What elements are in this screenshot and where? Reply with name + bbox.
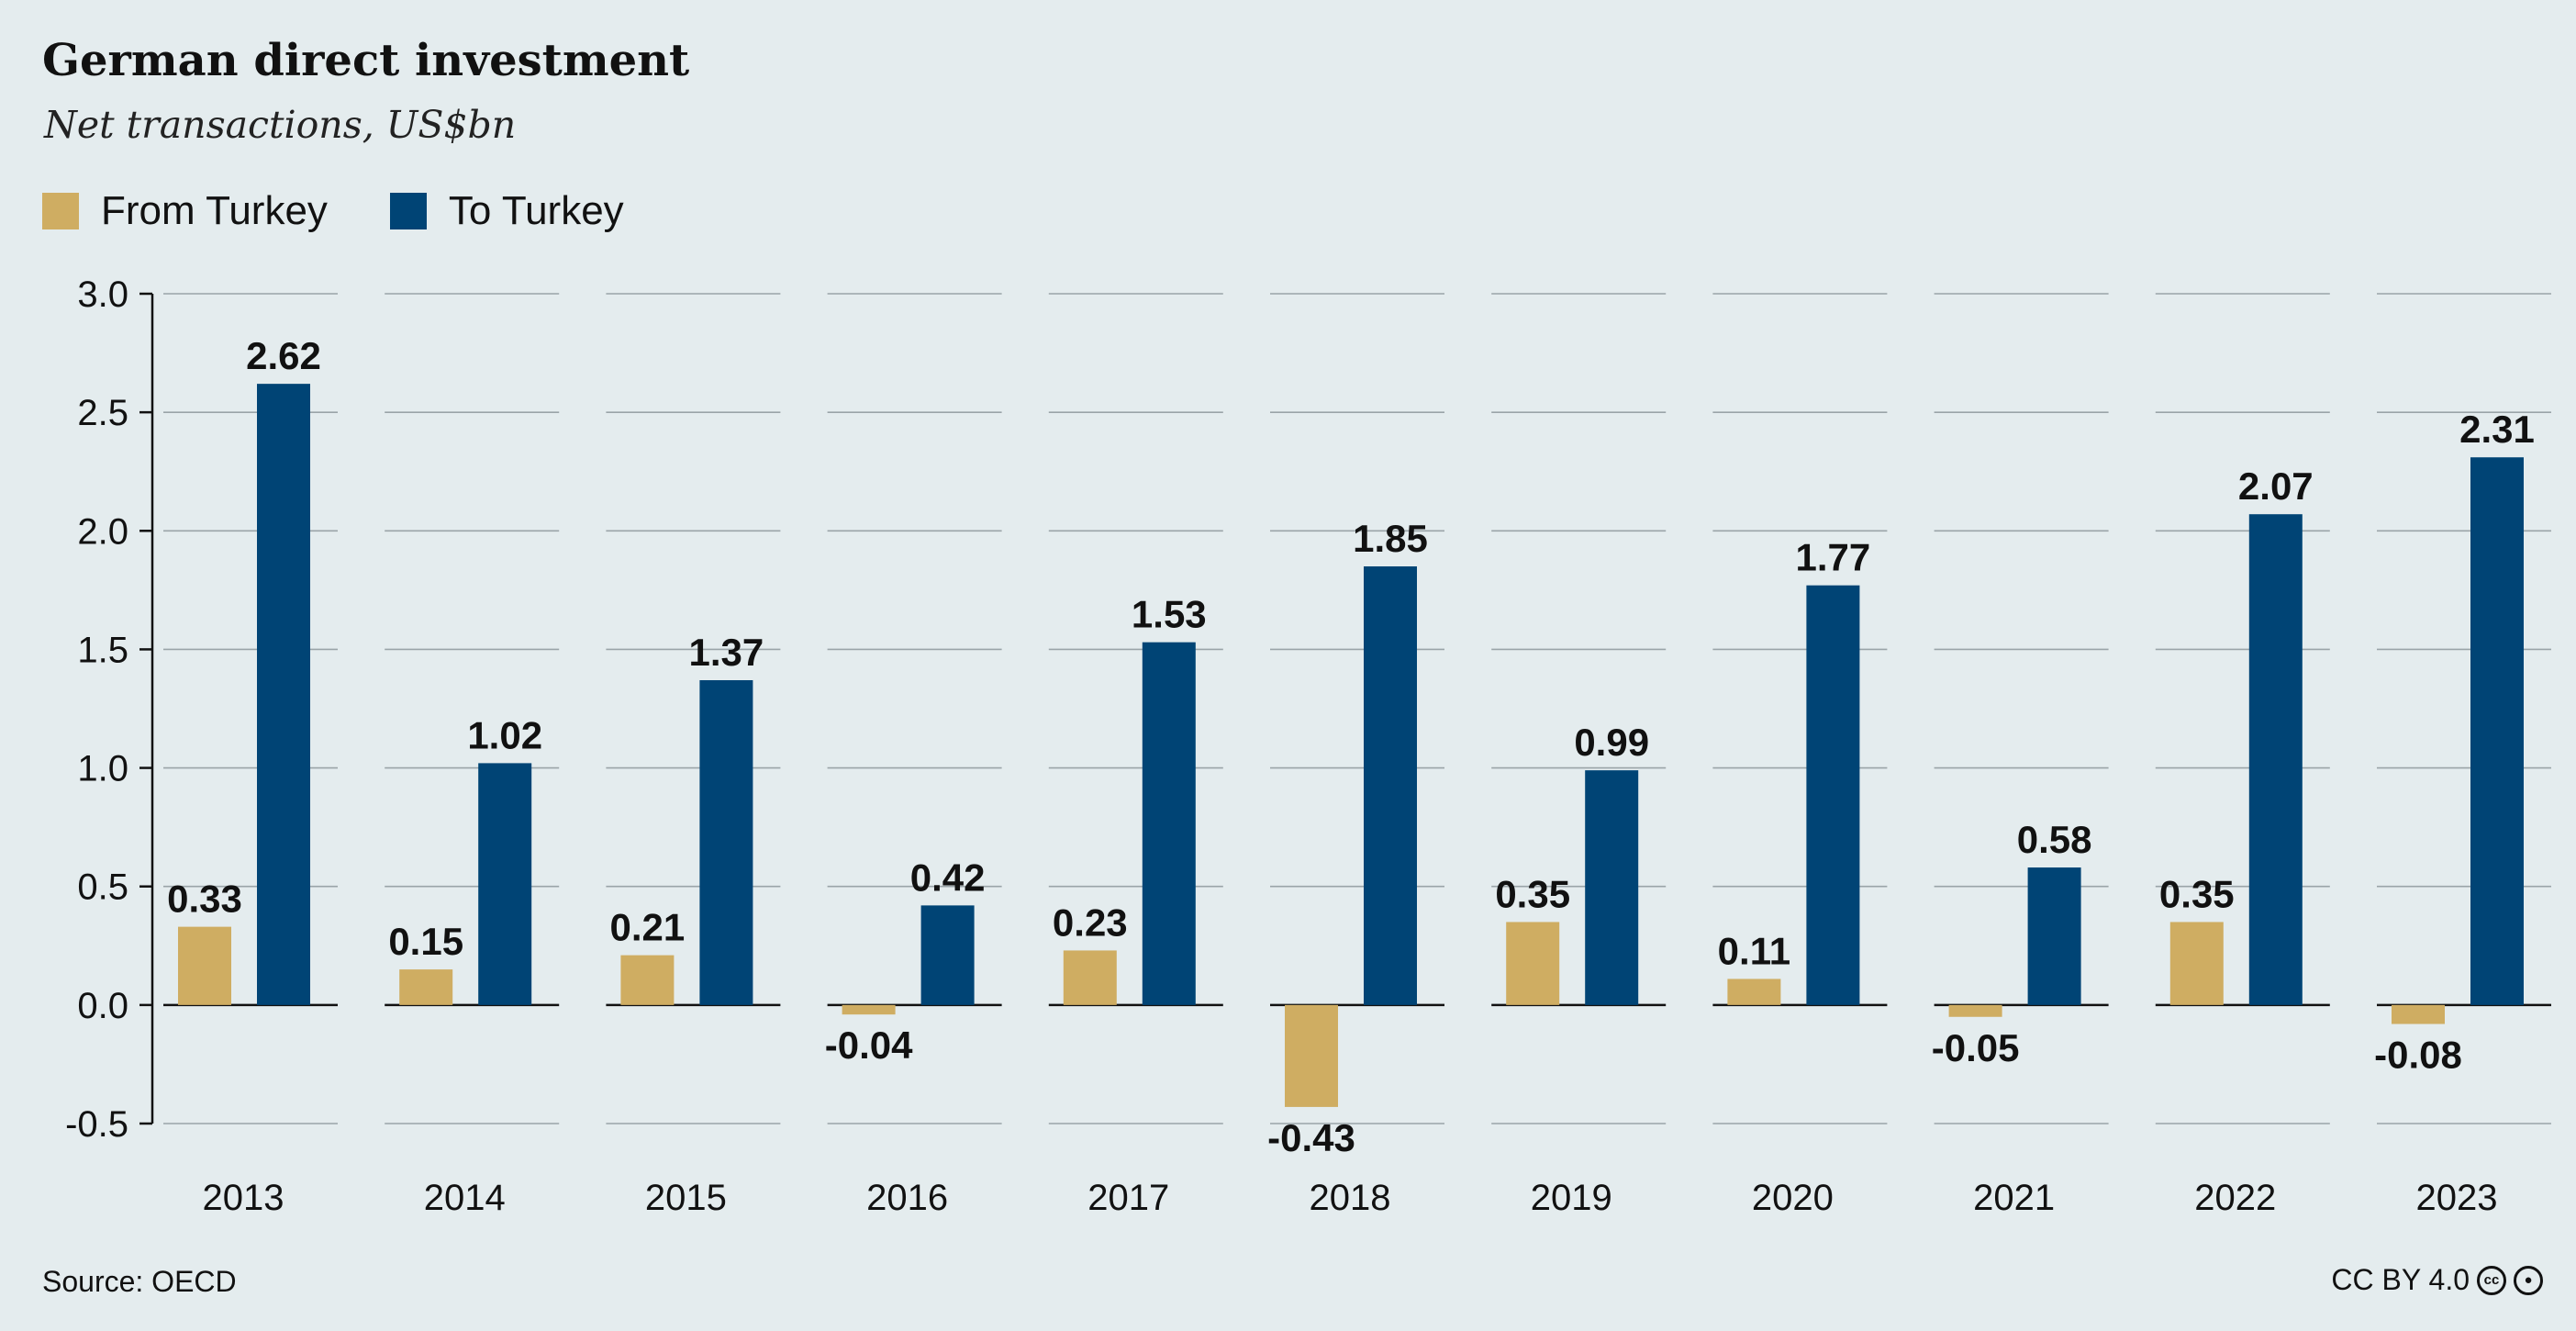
data-label-to-turkey: 1.85	[1353, 517, 1428, 560]
data-label-to-turkey: 0.99	[1574, 721, 1649, 764]
data-label-from-turkey: 0.33	[167, 878, 242, 921]
y-tick-label: 1.0	[77, 749, 128, 789]
bar-from-turkey	[1285, 1004, 1338, 1107]
x-tick-label: 2019	[1531, 1178, 1612, 1218]
bar-to-turkey	[1806, 585, 1860, 1005]
x-tick-label: 2013	[203, 1178, 284, 1218]
bar-from-turkey	[399, 969, 453, 1005]
bar-from-turkey	[842, 1004, 896, 1015]
bar-to-turkey	[1364, 566, 1417, 1005]
y-tick-label: 0.5	[77, 867, 128, 908]
source-note: Source: OECD	[42, 1265, 237, 1298]
bar-from-turkey	[2392, 1004, 2445, 1024]
data-label-to-turkey: 0.42	[910, 856, 986, 899]
by-icon: ●	[2514, 1265, 2543, 1295]
data-label-from-turkey: 0.35	[2159, 872, 2235, 915]
legend-swatch-to-turkey	[389, 193, 427, 229]
bar-to-turkey	[257, 384, 310, 1005]
bar-from-turkey	[1727, 979, 1781, 1005]
x-tick-label: 2017	[1087, 1178, 1169, 1218]
data-label-from-turkey: 0.21	[610, 906, 686, 949]
y-tick-label: 3.0	[77, 274, 128, 315]
x-tick-label: 2023	[2416, 1178, 2498, 1218]
bar-to-turkey	[1142, 642, 1196, 1005]
legend-item-from-turkey: From Turkey	[42, 188, 328, 234]
x-tick-label: 2016	[866, 1178, 948, 1218]
bar-from-turkey	[178, 926, 231, 1005]
legend-label-to-turkey: To Turkey	[448, 188, 624, 233]
data-label-from-turkey: -0.08	[2374, 1034, 2462, 1077]
data-label-to-turkey: 2.07	[2238, 464, 2314, 508]
bar-to-turkey	[2248, 514, 2303, 1005]
y-tick-label: 2.0	[77, 511, 128, 552]
data-label-to-turkey: 1.77	[1796, 536, 1871, 579]
data-label-to-turkey: 0.58	[2017, 818, 2092, 861]
bar-from-turkey	[620, 955, 675, 1005]
bar-to-turkey	[920, 905, 975, 1005]
bar-from-turkey	[1506, 922, 1560, 1005]
y-tick-label: 0.0	[77, 986, 128, 1026]
data-label-from-turkey: 0.35	[1495, 872, 1570, 915]
data-label-to-turkey: 1.02	[467, 713, 542, 756]
bar-to-turkey	[2027, 867, 2081, 1005]
chart-subtitle: Net transactions, US$bn	[44, 103, 517, 147]
cc-icon: cc	[2477, 1265, 2506, 1295]
bar-from-turkey	[1948, 1004, 2002, 1017]
x-tick-label: 2014	[424, 1178, 506, 1218]
data-label-from-turkey: -0.05	[1932, 1026, 2020, 1069]
data-label-from-turkey: 0.23	[1053, 900, 1128, 944]
data-label-from-turkey: -0.04	[825, 1023, 913, 1067]
license-label: CC BY 4.0	[2331, 1263, 2470, 1296]
x-tick-label: 2020	[1752, 1178, 1834, 1218]
y-tick-label: -0.5	[65, 1104, 128, 1145]
data-label-from-turkey: -0.43	[1267, 1116, 1355, 1159]
legend-swatch-from-turkey	[42, 193, 79, 229]
data-label-to-turkey: 1.53	[1132, 593, 1207, 636]
x-tick-label: 2015	[645, 1178, 727, 1218]
bar-to-turkey	[2470, 457, 2524, 1005]
chart-title: German direct investment	[42, 35, 690, 86]
data-label-from-turkey: 0.11	[1718, 929, 1790, 972]
x-tick-label: 2022	[2194, 1178, 2276, 1218]
bar-from-turkey	[1063, 950, 1117, 1005]
bar-to-turkey	[478, 763, 532, 1005]
data-label-to-turkey: 2.31	[2459, 408, 2535, 451]
legend-label-from-turkey: From Turkey	[101, 188, 328, 233]
data-label-to-turkey: 2.62	[246, 334, 321, 377]
y-tick-label: 1.5	[77, 630, 128, 670]
license-note: CC BY 4.0 cc ●	[2331, 1263, 2543, 1297]
x-tick-label: 2018	[1310, 1178, 1391, 1218]
data-label-from-turkey: 0.15	[388, 920, 463, 963]
legend: From Turkey To Turkey	[42, 188, 686, 234]
bar-from-turkey	[2169, 922, 2224, 1005]
bar-to-turkey	[699, 680, 753, 1005]
bar-to-turkey	[1585, 770, 1639, 1005]
legend-item-to-turkey: To Turkey	[389, 188, 624, 234]
data-label-to-turkey: 1.37	[689, 631, 764, 674]
y-tick-label: 2.5	[77, 393, 128, 433]
x-tick-label: 2021	[1973, 1178, 2055, 1218]
